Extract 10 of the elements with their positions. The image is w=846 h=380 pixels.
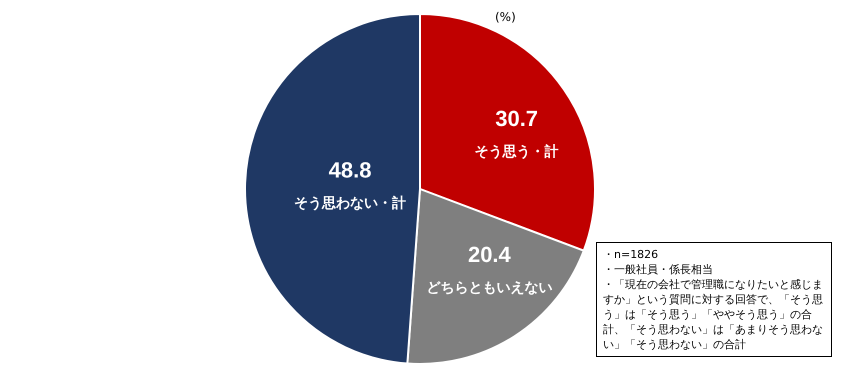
- text: ・「現在の会社で管理職になりたいと感じますか」という質問に対する回答で、「そう思う」は「そう思う」「ややそう思う」の合計、「そう思わない」は「あまりそう思わない」「そう思わない」の合計: [603, 277, 824, 352]
- slice-label: そう思う・計: [474, 144, 559, 160]
- data-label: 20.4: [468, 242, 512, 268]
- text: ・n=1826: [603, 247, 660, 262]
- text: (%): [495, 10, 516, 24]
- slice-label: そう思わない・計: [294, 196, 406, 212]
- data-label: 30.7: [495, 106, 538, 132]
- slice-label: どちらともいえない: [426, 280, 552, 296]
- data-label: 48.8: [328, 158, 372, 183]
- text: ・一般社員・係長相当: [603, 262, 714, 277]
